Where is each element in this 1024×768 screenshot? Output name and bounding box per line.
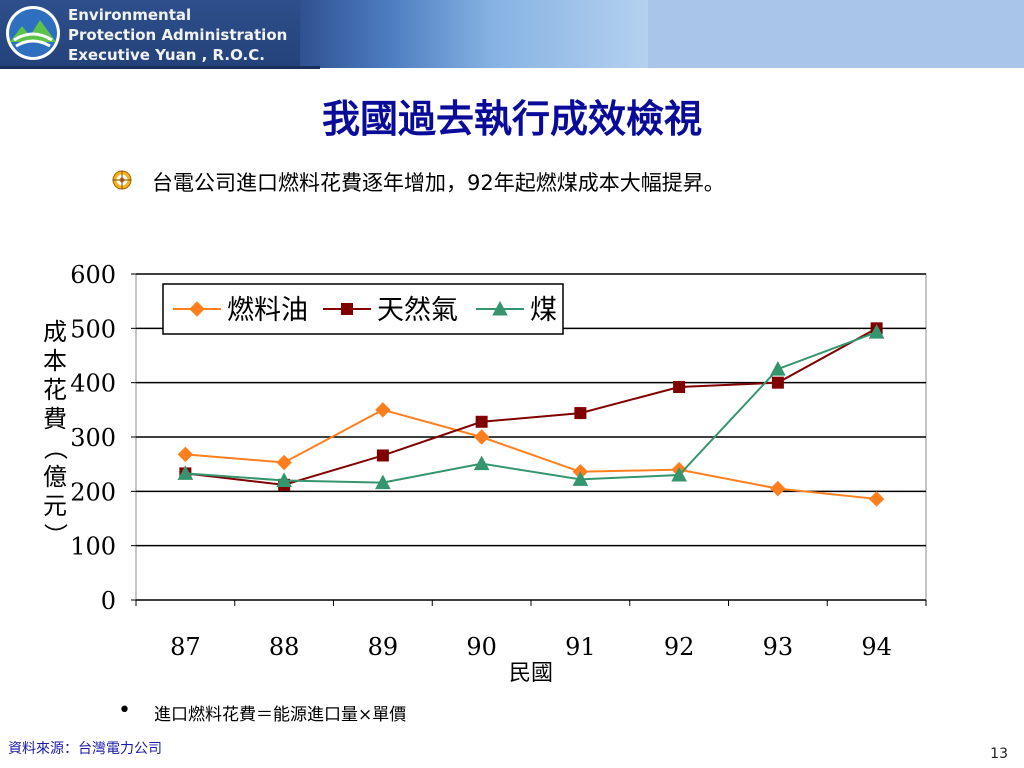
- legend-label: 天然氣: [377, 295, 458, 326]
- header-divider: [0, 66, 320, 69]
- data-point-square: [341, 303, 353, 315]
- data-point-diamond: [770, 480, 786, 497]
- y-axis-title-char: 花: [43, 376, 67, 404]
- data-point-diamond: [189, 301, 205, 317]
- dot-bullet-icon: •: [118, 698, 131, 723]
- header-sky-image: [300, 0, 650, 68]
- x-axis-ticks: 87 88 89 90 91 92 93 94: [135, 600, 927, 661]
- data-point-square: [771, 376, 784, 389]
- x-tick-label: 89: [368, 633, 399, 661]
- data-point-square: [376, 449, 389, 462]
- legend-label: 燃料油: [227, 295, 308, 326]
- x-tick-label: 92: [664, 633, 695, 661]
- data-point-diamond: [868, 491, 885, 507]
- bullet-text: 台電公司進口燃料花費逐年增加，92年起燃煤成本大幅提昇。: [152, 171, 725, 195]
- agency-line-2: Protection Administration: [68, 26, 288, 44]
- agency-name: Environmental Protection Administration …: [68, 5, 287, 65]
- data-point-diamond: [177, 446, 194, 463]
- x-tick-label: 93: [763, 633, 794, 661]
- x-axis-title: 民國: [509, 661, 553, 686]
- agency-line-3: Executive Yuan , R.O.C.: [68, 46, 265, 64]
- series-line: [185, 408, 877, 500]
- y-axis-ticks: 0 100 200 300 400 500 600: [70, 261, 136, 615]
- data-point-triangle: [492, 300, 508, 316]
- agency-line-1: Environmental: [68, 6, 192, 24]
- series-1: [177, 402, 885, 507]
- data-point-triangle: [473, 455, 490, 471]
- y-axis-title-char: （: [41, 436, 69, 460]
- y-axis-title-char: 成: [43, 318, 67, 346]
- x-tick-label: 94: [861, 633, 892, 661]
- series-3: [177, 324, 885, 490]
- data-point-diamond: [473, 429, 490, 445]
- data-point-square: [574, 407, 587, 420]
- page-number: 13: [990, 746, 1008, 762]
- data-point-triangle: [276, 472, 292, 487]
- data-point-triangle: [770, 361, 786, 376]
- data-point-diamond: [375, 402, 391, 418]
- y-axis-title-char: 費: [43, 405, 67, 433]
- data-point-triangle: [177, 465, 194, 480]
- x-tick-label: 87: [170, 633, 201, 661]
- header-right-panel: [648, 0, 1024, 68]
- y-tick-label: 300: [70, 424, 116, 452]
- series-line: [185, 331, 877, 484]
- y-axis-title-char: 本: [43, 347, 67, 375]
- data-point-square: [475, 415, 488, 428]
- y-axis-title-char: 億: [43, 463, 67, 491]
- x-tick-label: 91: [565, 633, 596, 661]
- chart-legend: 燃料油 天然氣 煤: [162, 283, 564, 335]
- series-group: [177, 322, 885, 507]
- target-bullet-icon: [112, 170, 132, 190]
- slide-title: 我國過去執行成效檢視: [321, 97, 702, 141]
- y-tick-label: 500: [70, 315, 116, 343]
- y-axis-title-char: ）: [41, 523, 69, 547]
- data-point-triangle: [868, 324, 885, 339]
- y-axis-title-char: 元: [43, 492, 67, 520]
- data-point-triangle: [572, 471, 589, 486]
- x-tick-label: 88: [269, 633, 300, 661]
- y-tick-label: 100: [70, 533, 116, 561]
- footnote-text: 進口燃料花費＝能源進口量×單價: [154, 705, 407, 725]
- legend-label: 煤: [530, 295, 557, 326]
- source-note: 資料來源：台灣電力公司: [8, 741, 162, 757]
- data-point-triangle: [375, 474, 391, 490]
- data-point-diamond: [276, 454, 292, 471]
- header-banner: Environmental Protection Administration …: [0, 0, 1024, 69]
- y-tick-label: 0: [101, 587, 116, 615]
- y-tick-label: 400: [70, 370, 116, 398]
- data-point-square: [673, 381, 686, 394]
- fuel-cost-line-chart: 0 100 200 300 400 500 600 87 88 89 90 91 92 93 94 成本花…: [41, 261, 927, 686]
- data-point-triangle: [671, 466, 687, 482]
- epa-logo-icon: [6, 6, 60, 60]
- y-tick-label: 200: [70, 478, 116, 506]
- x-tick-label: 90: [466, 633, 497, 661]
- y-tick-label: 600: [70, 261, 116, 289]
